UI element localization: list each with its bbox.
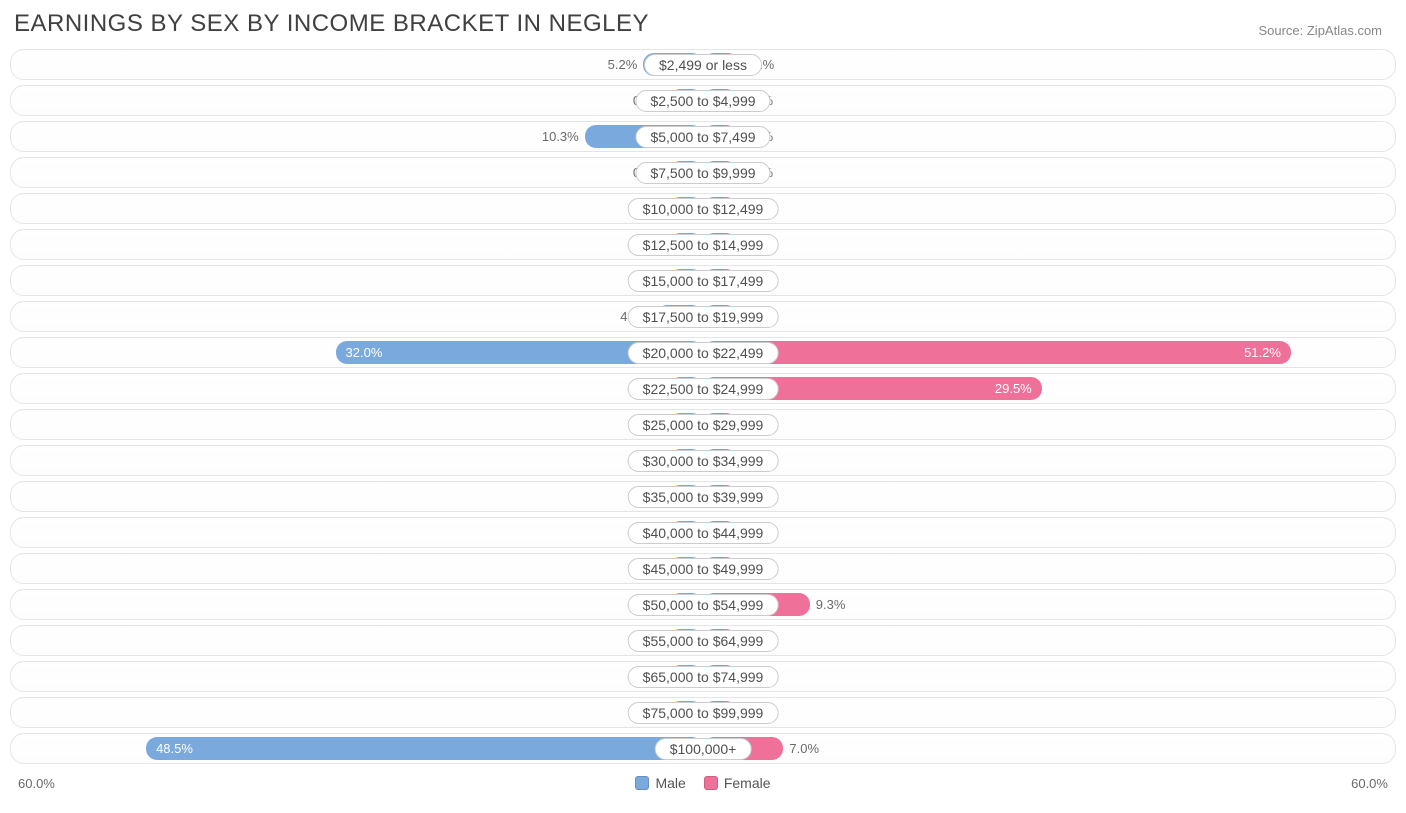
chart-title: EARNINGS BY SEX BY INCOME BRACKET IN NEG… (14, 10, 649, 38)
chart-row: 0.0%0.0%$30,000 to $34,999 (10, 445, 1396, 476)
title-bar: EARNINGS BY SEX BY INCOME BRACKET IN NEG… (0, 0, 1406, 44)
pct-label-female: 29.5% (995, 381, 1032, 396)
bar-male: 48.5% (146, 737, 703, 760)
category-pill: $35,000 to $39,999 (628, 486, 779, 508)
chart-row: 0.0%0.0%$7,500 to $9,999 (10, 157, 1396, 188)
category-pill: $20,000 to $22,499 (628, 342, 779, 364)
category-pill: $100,000+ (655, 738, 752, 760)
rows-container: 5.2%3.1%$2,499 or less 0.0%0.0%$2,500 to … (0, 49, 1406, 764)
chart-row: 0.0%29.5%$22,500 to $24,999 (10, 373, 1396, 404)
legend: Male Female (635, 775, 770, 791)
legend-label-female: Female (724, 775, 771, 791)
swatch-female (704, 776, 718, 790)
chart-footer: 60.0% Male Female 60.0% (0, 769, 1406, 797)
category-pill: $2,500 to $4,999 (635, 90, 770, 112)
category-pill: $2,499 or less (644, 54, 762, 76)
chart-row: 32.0% 51.2% $20,000 to $22,499 (10, 337, 1396, 368)
chart-row: 10.3%0.0%$5,000 to $7,499 (10, 121, 1396, 152)
category-pill: $15,000 to $17,499 (628, 270, 779, 292)
category-pill: $10,000 to $12,499 (628, 198, 779, 220)
chart-row: 0.0%0.0%$35,000 to $39,999 (10, 481, 1396, 512)
category-pill: $12,500 to $14,999 (628, 234, 779, 256)
chart-row: 0.0%0.0%$40,000 to $44,999 (10, 517, 1396, 548)
chart-row: 0.0%0.0%$15,000 to $17,499 (10, 265, 1396, 296)
category-pill: $40,000 to $44,999 (628, 522, 779, 544)
legend-item-female: Female (704, 775, 771, 791)
chart-row: 48.5% 7.0% $100,000+ (10, 733, 1396, 764)
chart-row: 0.0%0.0%$55,000 to $64,999 (10, 625, 1396, 656)
category-pill: $55,000 to $64,999 (628, 630, 779, 652)
chart-row: 0.0%0.0%$25,000 to $29,999 (10, 409, 1396, 440)
chart-source: Source: ZipAtlas.com (1258, 23, 1382, 38)
chart-row: 0.0%0.0%$10,000 to $12,499 (10, 193, 1396, 224)
chart-row: 0.0%0.0%$65,000 to $74,999 (10, 661, 1396, 692)
chart-container: EARNINGS BY SEX BY INCOME BRACKET IN NEG… (0, 0, 1406, 797)
legend-label-male: Male (655, 775, 685, 791)
pct-label-female: 9.3% (816, 597, 846, 612)
pct-label-male: 48.5% (156, 741, 193, 756)
chart-row: 0.0%0.0%$45,000 to $49,999 (10, 553, 1396, 584)
category-pill: $75,000 to $99,999 (628, 702, 779, 724)
category-pill: $50,000 to $54,999 (628, 594, 779, 616)
chart-row: 4.1%0.0%$17,500 to $19,999 (10, 301, 1396, 332)
axis-label-left: 60.0% (18, 776, 55, 791)
swatch-male (635, 776, 649, 790)
bar-female: 51.2% (703, 341, 1291, 364)
pct-label-female: 7.0% (789, 741, 819, 756)
chart-row: 0.0%0.0%$2,500 to $4,999 (10, 85, 1396, 116)
category-pill: $65,000 to $74,999 (628, 666, 779, 688)
category-pill: $7,500 to $9,999 (635, 162, 770, 184)
category-pill: $30,000 to $34,999 (628, 450, 779, 472)
legend-item-male: Male (635, 775, 685, 791)
category-pill: $17,500 to $19,999 (628, 306, 779, 328)
pct-label-male: 5.2% (608, 57, 638, 72)
category-pill: $25,000 to $29,999 (628, 414, 779, 436)
axis-label-right: 60.0% (1351, 776, 1388, 791)
chart-row: 0.0%0.0%$12,500 to $14,999 (10, 229, 1396, 260)
chart-row: 5.2%3.1%$2,499 or less (10, 49, 1396, 80)
category-pill: $5,000 to $7,499 (635, 126, 770, 148)
chart-row: 0.0%0.0%$75,000 to $99,999 (10, 697, 1396, 728)
category-pill: $22,500 to $24,999 (628, 378, 779, 400)
pct-label-male: 10.3% (542, 129, 579, 144)
category-pill: $45,000 to $49,999 (628, 558, 779, 580)
chart-row: 0.0%9.3%$50,000 to $54,999 (10, 589, 1396, 620)
pct-label-male: 32.0% (346, 345, 383, 360)
pct-label-female: 51.2% (1244, 345, 1281, 360)
